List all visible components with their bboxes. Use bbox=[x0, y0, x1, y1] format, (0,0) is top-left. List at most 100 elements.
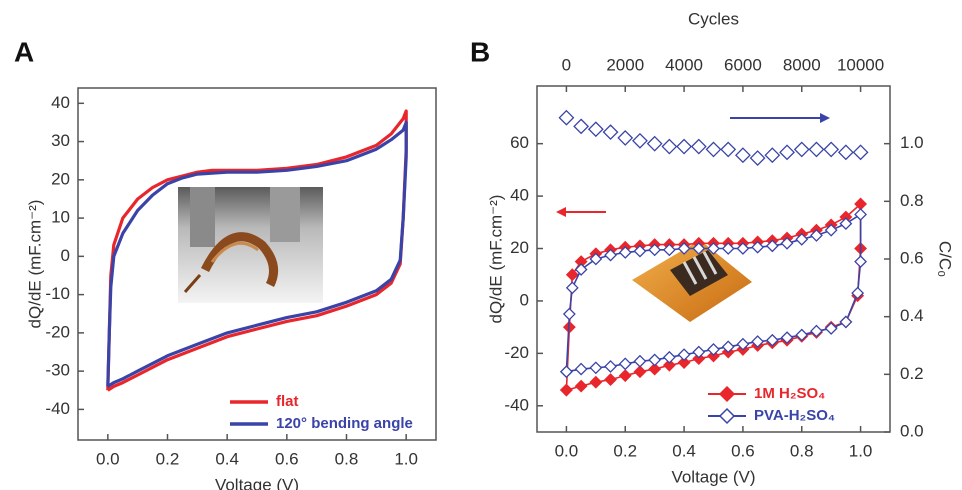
marker bbox=[751, 240, 765, 254]
tick-label: 0 bbox=[61, 246, 70, 265]
tick-label: -10 bbox=[45, 284, 70, 303]
tick-label: 0.2 bbox=[900, 364, 924, 383]
tick-label: -40 bbox=[504, 395, 529, 414]
tick-label: 0.6 bbox=[731, 441, 755, 460]
tick-label: -40 bbox=[45, 399, 70, 418]
marker bbox=[565, 281, 579, 295]
legend-label: PVA-H₂SO₄ bbox=[754, 407, 835, 424]
plot-frame bbox=[77, 87, 437, 441]
marker bbox=[779, 144, 795, 161]
legend-marker bbox=[718, 407, 736, 425]
marker bbox=[808, 141, 825, 158]
tick-label: 0.8 bbox=[900, 191, 924, 210]
legend-label: 1M H₂SO₄ bbox=[754, 385, 825, 402]
marker bbox=[574, 379, 588, 393]
marker bbox=[795, 232, 809, 246]
marker bbox=[633, 365, 647, 379]
tick-label: 10000 bbox=[837, 55, 884, 74]
marker bbox=[764, 147, 781, 164]
marker bbox=[851, 286, 865, 300]
marker bbox=[617, 129, 634, 146]
marker bbox=[662, 358, 676, 372]
marker bbox=[574, 362, 588, 376]
marker bbox=[633, 244, 647, 258]
marker bbox=[692, 352, 706, 366]
marker bbox=[677, 242, 691, 255]
marker bbox=[707, 242, 720, 255]
marker bbox=[618, 246, 632, 259]
arrow bbox=[556, 207, 606, 217]
marker bbox=[573, 118, 590, 135]
marker bbox=[589, 375, 603, 389]
marker bbox=[662, 350, 676, 364]
marker bbox=[604, 360, 617, 373]
inset-photo bbox=[178, 187, 323, 303]
marker bbox=[793, 141, 810, 158]
marker bbox=[648, 353, 662, 367]
tick-label: 0.6 bbox=[275, 449, 299, 468]
marker bbox=[692, 242, 706, 255]
tick-label: 0 bbox=[520, 290, 529, 309]
legend-label: 120° bending angle bbox=[276, 415, 413, 432]
marker bbox=[662, 243, 676, 257]
marker bbox=[618, 357, 632, 371]
tick-label: 0.4 bbox=[215, 449, 239, 468]
marker bbox=[721, 242, 735, 255]
tick-label: 0.0 bbox=[555, 441, 579, 460]
marker bbox=[721, 340, 735, 354]
marker bbox=[839, 315, 853, 329]
legend-label: flat bbox=[276, 393, 299, 410]
y2-axis-label: C/C₀ bbox=[936, 241, 955, 277]
marker bbox=[692, 345, 706, 359]
tick-label: 0.8 bbox=[790, 441, 814, 460]
marker bbox=[676, 138, 693, 155]
inset-photo bbox=[632, 240, 752, 322]
tick-label: 1.0 bbox=[394, 449, 418, 468]
y-axis-label: dQ/dE (mF.cm⁻²) bbox=[486, 195, 505, 324]
tick-label: 10 bbox=[51, 208, 70, 227]
tick-label: 0.4 bbox=[672, 441, 696, 460]
marker bbox=[661, 138, 678, 155]
marker bbox=[648, 362, 662, 376]
marker bbox=[574, 263, 588, 276]
tick-label: 1.0 bbox=[849, 441, 873, 460]
marker bbox=[736, 242, 750, 255]
tick-label: 4000 bbox=[665, 55, 703, 74]
tick-label: 40 bbox=[510, 186, 529, 205]
tick-label: 0.0 bbox=[96, 449, 120, 468]
marker bbox=[558, 109, 575, 126]
marker bbox=[780, 236, 794, 250]
marker bbox=[565, 268, 579, 282]
marker bbox=[633, 354, 647, 368]
marker bbox=[780, 331, 794, 345]
marker bbox=[824, 223, 838, 237]
series-line bbox=[106, 109, 408, 392]
marker bbox=[749, 150, 766, 167]
x-axis-label: Voltage (V) bbox=[671, 467, 755, 486]
tick-label: 20 bbox=[51, 169, 70, 188]
marker bbox=[604, 248, 617, 262]
tick-label: 0.2 bbox=[156, 449, 180, 468]
tick-label: 0.0 bbox=[900, 421, 924, 440]
marker bbox=[824, 322, 838, 335]
panel-letter: B bbox=[470, 36, 490, 67]
marker bbox=[823, 141, 840, 158]
tick-label: 8000 bbox=[783, 55, 821, 74]
marker bbox=[648, 243, 662, 257]
tick-label: 6000 bbox=[724, 55, 762, 74]
marker bbox=[562, 307, 576, 321]
marker bbox=[751, 335, 765, 348]
marker bbox=[707, 343, 720, 356]
tick-label: 1.0 bbox=[900, 133, 924, 152]
marker bbox=[795, 328, 809, 342]
tick-label: 30 bbox=[51, 131, 70, 150]
marker bbox=[632, 132, 648, 149]
marker bbox=[690, 138, 707, 155]
marker bbox=[765, 333, 779, 347]
marker bbox=[810, 324, 823, 338]
marker bbox=[589, 252, 603, 266]
arrow bbox=[730, 113, 830, 123]
y-axis-label: dQ/dE (mF.cm⁻²) bbox=[25, 200, 44, 329]
marker bbox=[854, 255, 868, 269]
legend-marker bbox=[718, 385, 736, 403]
